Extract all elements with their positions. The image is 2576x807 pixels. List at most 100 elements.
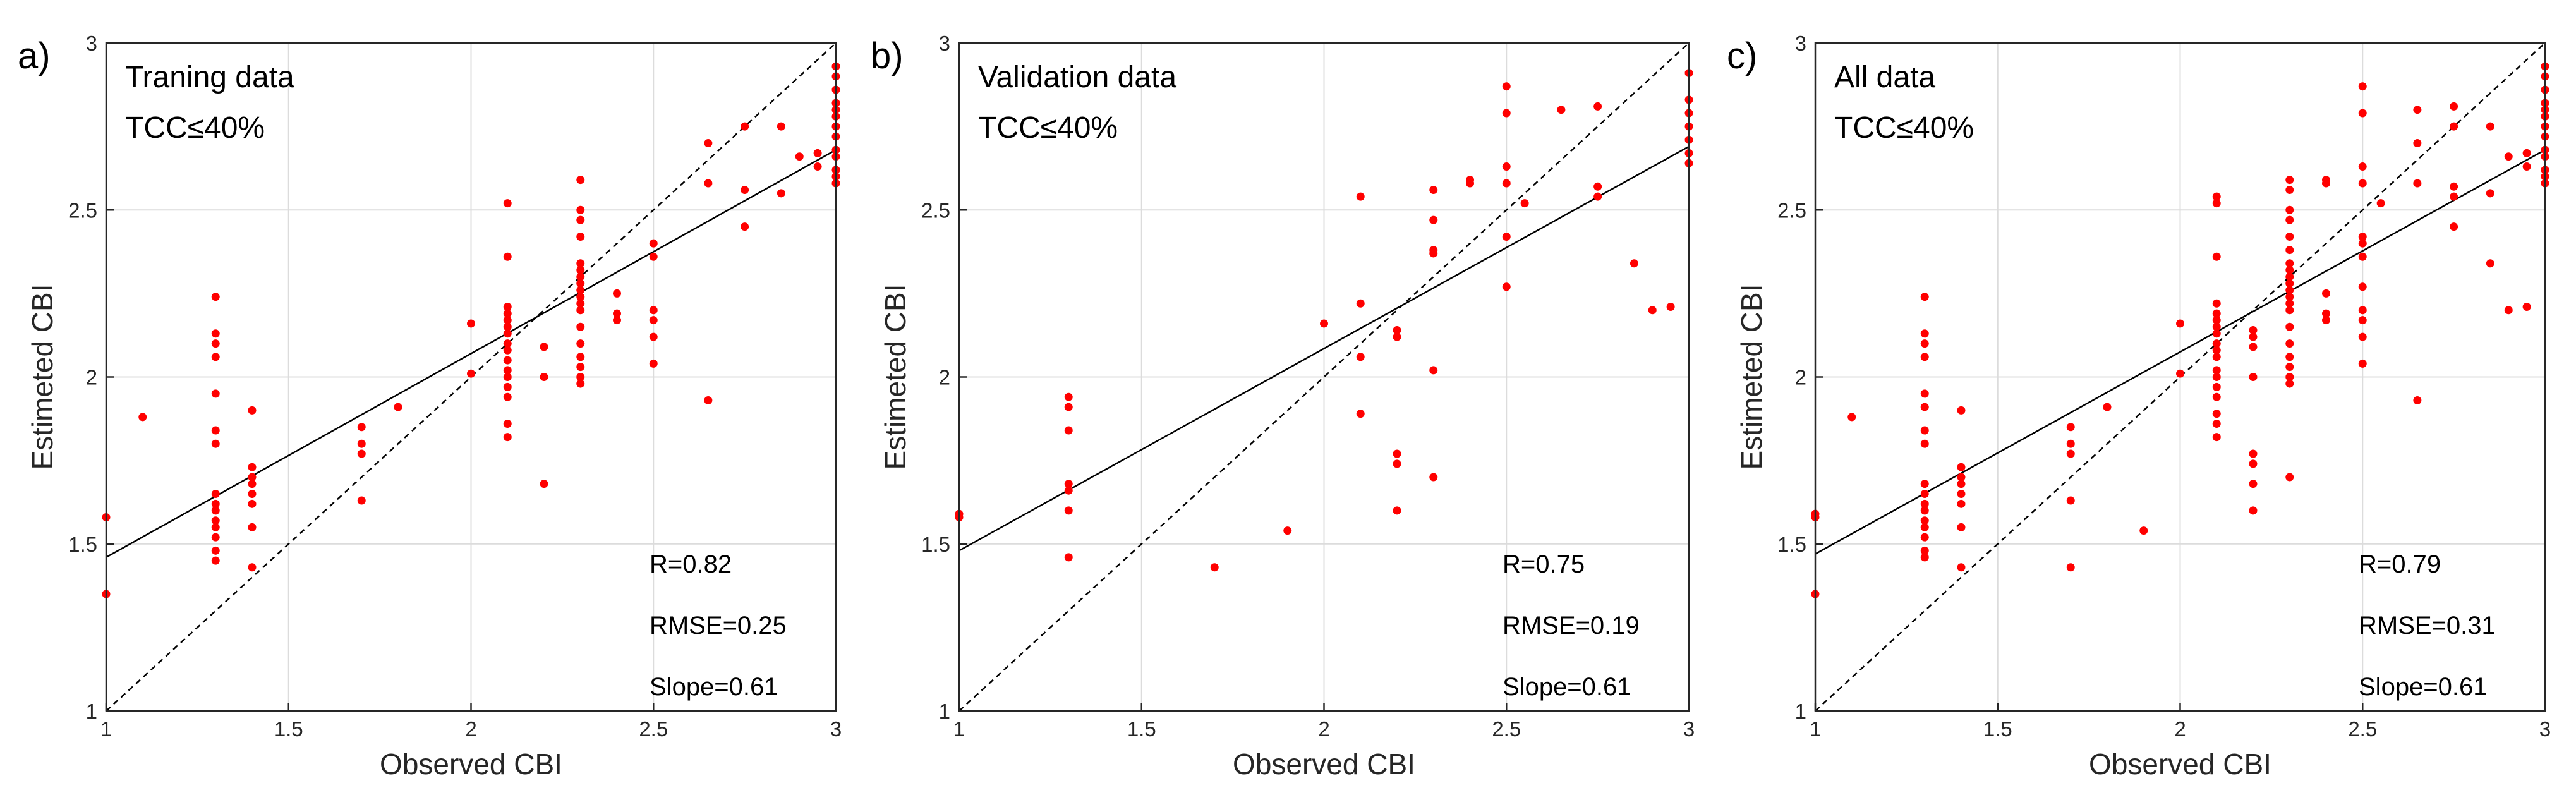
data-point: [2212, 252, 2221, 261]
data-point: [649, 359, 658, 368]
x-tick-label: 3: [830, 717, 842, 741]
data-point: [2066, 449, 2075, 458]
data-point: [2358, 233, 2367, 241]
data-point: [1356, 353, 1365, 361]
data-point: [1847, 413, 1856, 422]
data-point: [503, 433, 512, 442]
data-point: [540, 373, 548, 381]
data-point: [1502, 282, 1511, 291]
data-point: [1429, 249, 1438, 258]
data-point: [1957, 473, 1966, 482]
data-point: [1502, 109, 1511, 118]
data-point: [2322, 289, 2330, 298]
data-point: [2285, 265, 2294, 274]
data-point: [2358, 109, 2367, 118]
data-point: [503, 329, 512, 338]
data-point: [576, 299, 585, 308]
data-point: [795, 152, 804, 161]
y-tick-label: 2.5: [1777, 198, 1806, 222]
x-tick-label: 3: [1683, 717, 1695, 741]
data-point: [2212, 392, 2221, 401]
y-tick-label: 2: [939, 366, 950, 389]
data-point: [503, 322, 512, 331]
data-point: [2522, 162, 2531, 171]
data-point: [1957, 523, 1966, 531]
x-tick-label: 1.5: [274, 717, 303, 741]
data-point: [2212, 346, 2221, 355]
data-point: [2504, 306, 2513, 315]
data-point: [2285, 339, 2294, 348]
data-point: [2066, 563, 2075, 572]
x-tick-label: 2.5: [2348, 717, 2377, 741]
data-point: [2212, 373, 2221, 381]
data-point: [1064, 553, 1073, 562]
data-point: [2285, 363, 2294, 372]
data-point: [394, 403, 402, 411]
data-point: [1502, 162, 1511, 171]
data-point: [503, 199, 512, 208]
data-point: [540, 343, 548, 351]
data-point: [2285, 293, 2294, 301]
data-point: [2413, 179, 2422, 188]
data-point: [2285, 186, 2294, 195]
data-point: [2212, 322, 2221, 331]
data-point: [1064, 480, 1073, 488]
data-point: [1957, 480, 1966, 488]
data-point: [211, 426, 220, 435]
x-tick-label: 1.5: [1983, 717, 2012, 741]
data-point: [1064, 392, 1073, 401]
data-point: [2322, 179, 2330, 188]
data-point: [1920, 499, 1929, 508]
data-point: [2249, 449, 2258, 458]
data-point: [503, 303, 512, 312]
data-point: [248, 499, 257, 508]
data-point: [2413, 139, 2422, 148]
stats-annotation: RMSE=0.31: [2359, 612, 2496, 640]
data-point: [2212, 382, 2221, 391]
data-point: [503, 392, 512, 401]
x-tick-label: 3: [2539, 717, 2551, 741]
data-point: [1210, 563, 1219, 572]
data-point: [576, 176, 585, 185]
data-point: [1920, 553, 1929, 562]
data-point: [2522, 149, 2531, 157]
data-point: [248, 489, 257, 498]
data-point: [248, 523, 257, 531]
panel-title-line: TCC≤40%: [1834, 111, 1974, 145]
data-point: [1666, 303, 1675, 312]
data-point: [576, 322, 585, 331]
data-point: [649, 239, 658, 248]
data-point: [2176, 319, 2184, 328]
data-point: [1429, 473, 1438, 482]
stats-annotation: Slope=0.61: [2359, 673, 2488, 701]
data-point: [2249, 326, 2258, 335]
data-point: [211, 506, 220, 515]
data-point: [2212, 353, 2221, 361]
data-point: [2358, 306, 2367, 315]
data-point: [2413, 396, 2422, 404]
data-point: [1920, 546, 1929, 555]
data-point: [248, 406, 257, 415]
data-point: [1429, 186, 1438, 195]
data-point: [1920, 439, 1929, 448]
data-point: [503, 356, 512, 365]
data-point: [1920, 480, 1929, 488]
data-point: [2450, 102, 2458, 111]
data-point: [1920, 523, 1929, 531]
data-point: [1920, 506, 1929, 515]
data-point: [2212, 192, 2221, 201]
stats-annotation: Slope=0.61: [650, 673, 778, 701]
data-point: [613, 316, 621, 325]
x-tick-label: 1: [1810, 717, 1821, 741]
panel-label: b): [871, 35, 904, 76]
stats-annotation: R=0.82: [650, 550, 732, 578]
data-point: [503, 419, 512, 428]
data-point: [576, 265, 585, 274]
data-point: [2285, 215, 2294, 224]
data-point: [576, 215, 585, 224]
data-point: [2212, 329, 2221, 338]
data-point: [576, 279, 585, 288]
data-point: [1630, 259, 1638, 268]
data-point: [211, 389, 220, 398]
data-point: [576, 272, 585, 281]
